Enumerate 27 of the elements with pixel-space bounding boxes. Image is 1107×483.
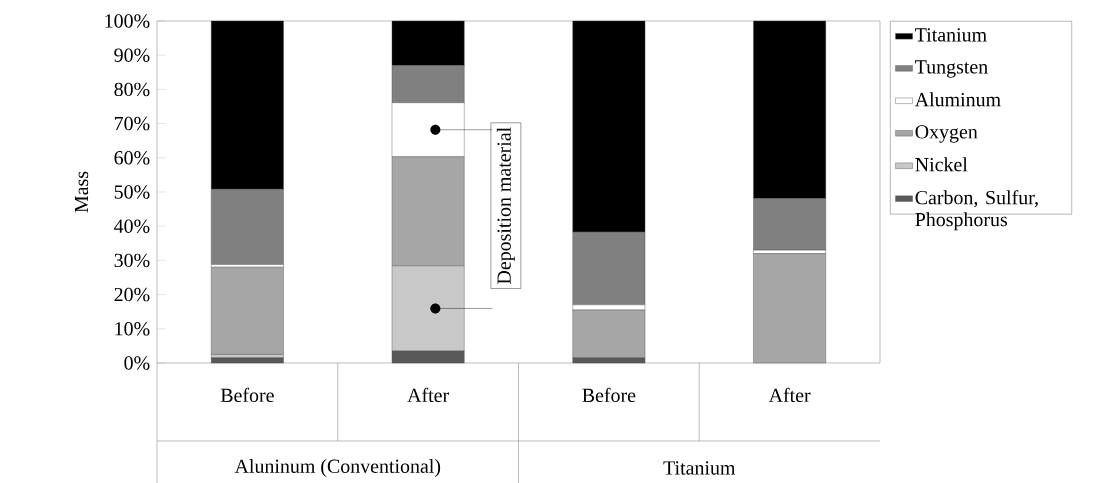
x-tick-label: After bbox=[768, 387, 811, 403]
y-tick-label: 10% bbox=[115, 322, 150, 336]
y-tick-label: 0% bbox=[124, 356, 150, 370]
y-tick-label: 70% bbox=[114, 116, 150, 131]
annotation: Deposition material bbox=[496, 127, 515, 284]
y-tick-label: 100% bbox=[105, 14, 150, 28]
legend-label: Carbon, Sulfur, Phosphorus bbox=[915, 190, 1038, 231]
legend-label: Aluminum bbox=[914, 92, 1001, 107]
y-tick-label: 50% bbox=[114, 185, 150, 199]
y-tick-label: 20% bbox=[114, 287, 150, 302]
text: Aluninum (Conventional) bbox=[234, 458, 441, 478]
text: Titanium bbox=[663, 461, 736, 475]
legend-label: Oxygen bbox=[915, 125, 978, 143]
legend-label: Tungsten bbox=[915, 60, 988, 78]
x-tick-label: Before bbox=[220, 387, 274, 403]
bar bbox=[753, 253, 826, 364]
x-tick-label: Before bbox=[582, 387, 636, 403]
y-tick-label: 80% bbox=[114, 82, 150, 97]
y-axis-title: Mass bbox=[74, 171, 89, 213]
y-tick-label: 40% bbox=[114, 219, 150, 233]
y-tick-label: 30% bbox=[114, 253, 150, 268]
bar bbox=[211, 267, 284, 355]
legend-label: Nickel bbox=[915, 157, 968, 172]
y-tick-label: 90% bbox=[114, 48, 150, 62]
y-tick-label: 60% bbox=[114, 151, 150, 165]
legend-label: Titanium bbox=[915, 28, 987, 42]
x-tick-label: After bbox=[407, 387, 449, 403]
